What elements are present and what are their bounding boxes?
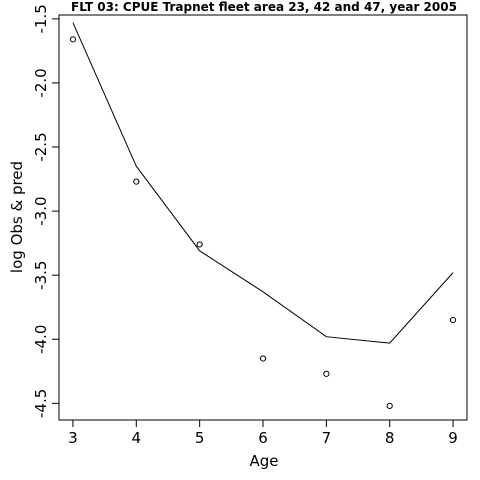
observed-point [449, 316, 457, 324]
observed-point [69, 36, 77, 43]
x-tick-label: 4 [132, 429, 142, 447]
observed-point [323, 370, 330, 377]
observed-point [386, 402, 393, 410]
observed-point [133, 178, 140, 185]
predicted-line [72, 22, 454, 344]
observed-point [196, 241, 203, 248]
x-tick-label: 6 [258, 429, 268, 447]
x-tick-label: 3 [68, 429, 78, 447]
x-axis: 3 4 5 6 7 8 9 [68, 419, 458, 447]
y-axis: -4.5 -4.0 -3.5 -3.0 -2.5 -2.0 -1.5 [32, 4, 60, 418]
y-tick-label: -3.5 [32, 261, 50, 290]
y-tick-label: -4.0 [32, 325, 50, 354]
x-tick-label: 9 [448, 429, 458, 447]
x-tick-label: 8 [385, 429, 395, 447]
x-axis-label: Age [249, 452, 278, 470]
x-tick-label: 7 [322, 429, 332, 447]
observed-point [259, 355, 267, 362]
chart-title: FLT 03: CPUE Trapnet fleet area 23, 42 a… [71, 0, 457, 14]
y-tick-label: -4.5 [32, 389, 50, 418]
y-axis-label: log Obs & pred [8, 161, 26, 273]
y-tick-label: -1.5 [32, 4, 50, 33]
x-tick-label: 5 [195, 429, 205, 447]
y-tick-label: -2.5 [32, 132, 50, 161]
plot-frame [58, 14, 468, 421]
series-layer [69, 22, 457, 410]
y-tick-label: -3.0 [32, 196, 50, 225]
y-tick-label: -2.0 [32, 68, 50, 97]
